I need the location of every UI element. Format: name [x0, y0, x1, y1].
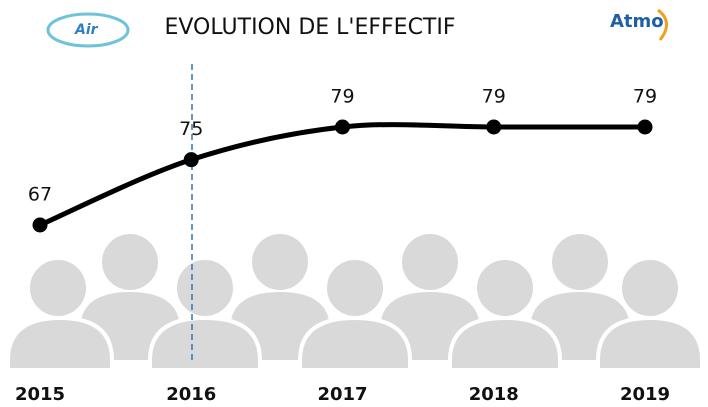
- value-label: 79: [330, 86, 354, 108]
- point: [183, 152, 199, 168]
- line: [39, 122, 645, 228]
- logo-arc: [657, 8, 668, 41]
- point: [32, 217, 48, 233]
- value-label: 67: [28, 184, 52, 206]
- people-background: [6, 234, 704, 372]
- chart-title: EVOLUTION DE L'EFFECTIF: [164, 15, 455, 40]
- x-tick-label: 2019: [620, 384, 670, 405]
- point: [335, 119, 350, 135]
- value-label: 79: [482, 86, 506, 108]
- value-label: 75: [179, 118, 203, 140]
- logo-left: Air: [74, 22, 99, 38]
- logo-ring: [46, 12, 130, 48]
- x-tick-label: 2015: [15, 384, 65, 405]
- point: [637, 119, 653, 135]
- x-tick-label: 2016: [166, 384, 216, 405]
- x-tick-label: 2017: [317, 384, 367, 405]
- logo-right: Atmo: [610, 11, 664, 32]
- front-row: [6, 256, 704, 372]
- x-tick-label: 2018: [469, 384, 519, 405]
- value-label: 79: [633, 86, 657, 108]
- point: [486, 119, 502, 135]
